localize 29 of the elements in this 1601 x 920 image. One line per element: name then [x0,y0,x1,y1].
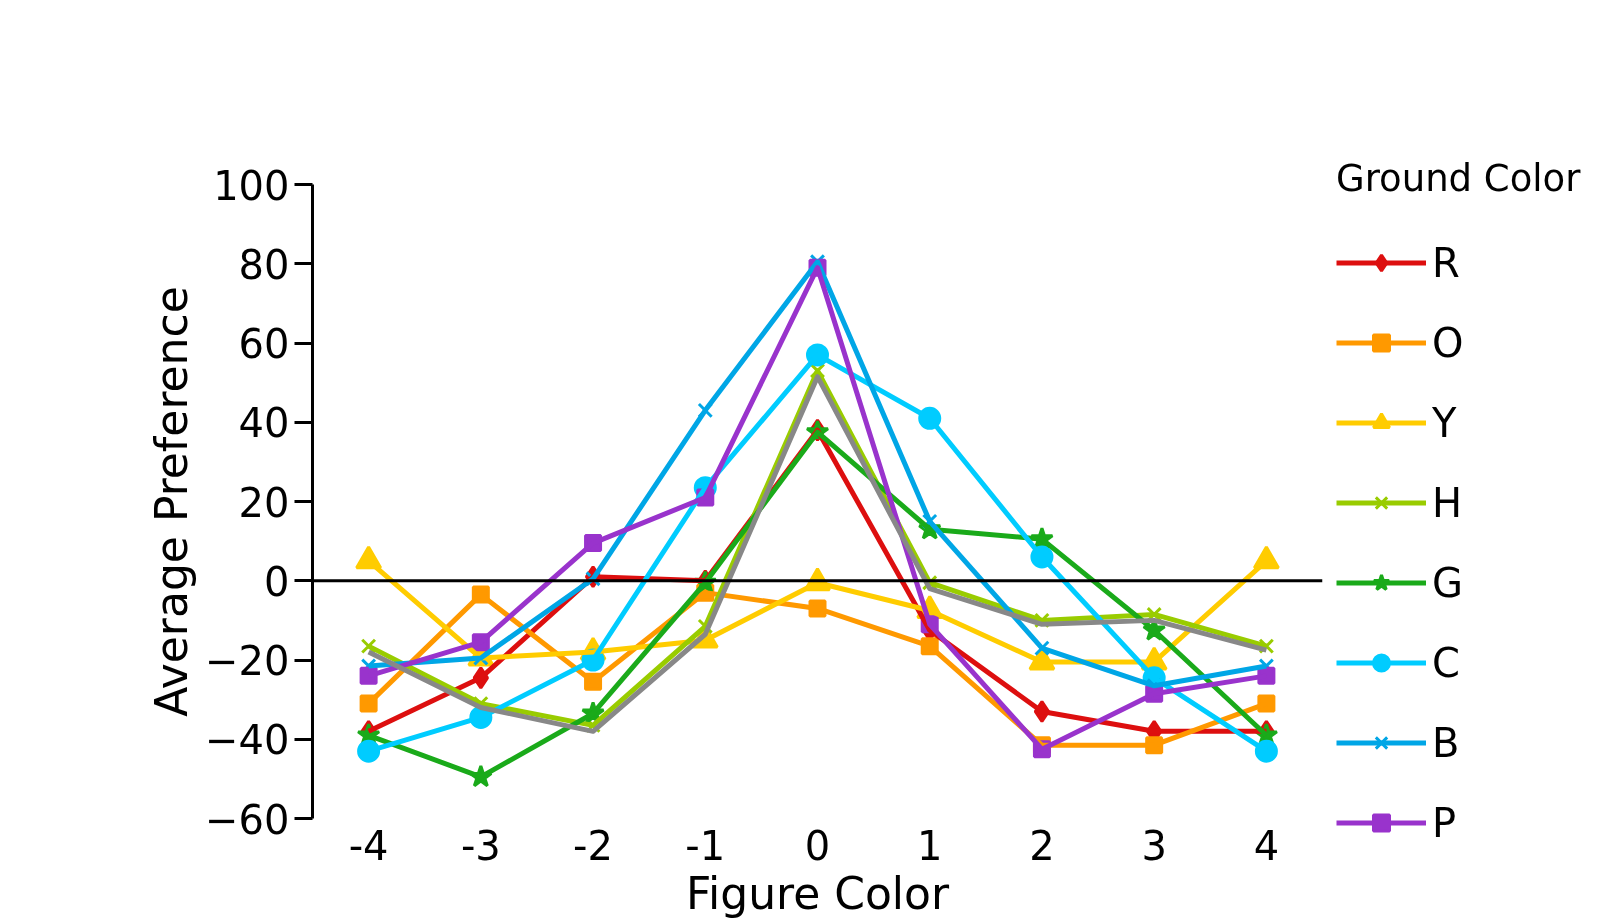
y-tick-label: 80 [238,241,290,288]
x-tick-label: 4 [1253,822,1280,869]
y-axis-title: Average Preference [146,286,198,717]
legend-label: P [1432,799,1457,846]
y-tick-label: 0 [264,558,290,605]
y-tick-label: 40 [238,400,290,447]
y-tick-label: 60 [238,321,290,367]
x-tick-label: 2 [1029,822,1055,869]
x-tick-label: -3 [460,822,501,869]
x-tick-label: 1 [917,822,943,869]
legend-label: O [1432,319,1464,366]
legend-label: H [1432,479,1463,526]
x-tick-label: -1 [685,822,726,869]
y-tick-label: −60 [205,796,290,843]
x-tick-label: -2 [573,822,613,869]
x-tick-label: -4 [348,822,389,869]
y-tick-label: 100 [213,162,290,209]
legend-label: B [1432,719,1460,766]
legend-label: C [1432,639,1460,686]
y-tick-label: −20 [205,638,290,684]
legend-title: Ground Color [1336,156,1581,200]
legend-label: G [1432,559,1463,606]
legend-label: R [1432,239,1460,286]
y-tick-label: 20 [238,479,290,526]
legend-label: Y [1432,399,1457,446]
x-axis-title: Figure Color [685,867,951,919]
x-tick-label: 3 [1141,822,1167,869]
y-tick-label: −40 [205,717,290,764]
x-tick-label: 0 [804,822,831,869]
